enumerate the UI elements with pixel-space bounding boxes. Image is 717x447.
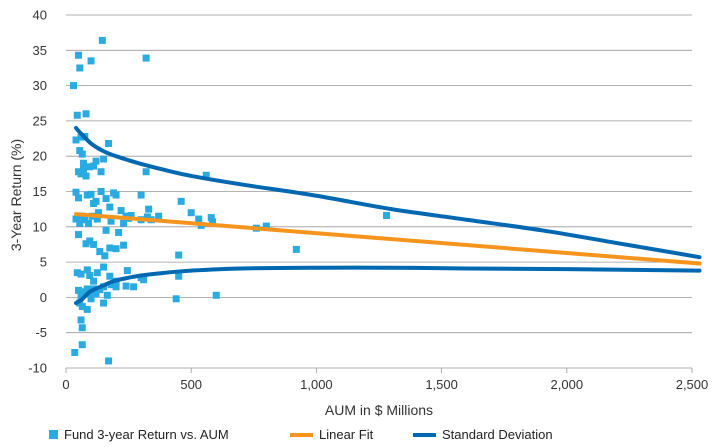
scatter-point: [120, 242, 127, 249]
x-tick-label: 2,500: [676, 377, 709, 392]
scatter-point: [105, 140, 112, 147]
x-tick-label: 500: [180, 377, 202, 392]
y-tick-label: 30: [33, 78, 47, 93]
legend-label-standard-deviation: Standard Deviation: [442, 427, 553, 442]
x-tick-label: 0: [62, 377, 69, 392]
legend-swatch-scatter: [49, 430, 58, 439]
scatter-point: [100, 156, 107, 163]
scatter-point: [188, 209, 195, 216]
x-tick-label: 1,000: [300, 377, 333, 392]
scatter-point: [79, 151, 86, 158]
scatter-point: [90, 163, 97, 170]
scatter-point: [90, 278, 97, 285]
scatter-point: [75, 52, 82, 59]
scatter-point: [88, 295, 95, 302]
scatter-point: [106, 244, 113, 251]
scatter-point: [175, 252, 182, 259]
linear-fit-line: [76, 214, 699, 263]
grid-lines: [66, 15, 692, 368]
scatter-point: [173, 295, 180, 302]
scatter-point: [143, 168, 150, 175]
scatter-point: [98, 188, 105, 195]
scatter-point: [90, 241, 97, 248]
y-tick-label: 15: [33, 184, 47, 199]
legend-label-scatter: Fund 3-year Return vs. AUM: [64, 427, 229, 442]
scatter-point: [75, 287, 82, 294]
x-axis-ticks: 0 500 1,000 1,500 2,000 2,500: [62, 368, 708, 392]
scatter-point: [75, 231, 82, 238]
scatter-point: [88, 191, 95, 198]
scatter-point: [78, 271, 85, 278]
scatter-point: [93, 198, 100, 205]
scatter-point: [79, 341, 86, 348]
x-tick-label: 2,000: [551, 377, 584, 392]
scatter-point: [78, 316, 85, 323]
y-tick-label: -5: [35, 325, 47, 340]
scatter-point: [83, 172, 90, 179]
scatter-point: [74, 112, 81, 119]
scatter-point: [85, 220, 92, 227]
scatter-point: [94, 269, 101, 276]
x-tick-label: 1,500: [425, 377, 458, 392]
y-tick-label: 0: [40, 290, 47, 305]
scatter-point: [79, 324, 86, 331]
y-tick-label: 40: [33, 8, 47, 23]
scatter-point: [383, 212, 390, 219]
scatter-point: [175, 273, 182, 280]
scatter-point: [73, 136, 80, 143]
scatter-point: [71, 349, 78, 356]
y-tick-label: 35: [33, 43, 47, 58]
y-tick-label: 10: [33, 219, 47, 234]
scatter-point: [115, 229, 122, 236]
y-axis-title: 3-Year Return (%): [8, 139, 24, 251]
scatter-point: [88, 57, 95, 64]
scatter-point: [106, 273, 113, 280]
scatter-point: [76, 64, 83, 71]
scatter-point: [80, 165, 87, 172]
scatter-point: [105, 357, 112, 364]
scatter-point: [145, 206, 152, 213]
y-tick-label: -10: [28, 361, 47, 376]
scatter-point: [123, 283, 130, 290]
scatter-point: [138, 192, 145, 199]
scatter-point: [106, 204, 113, 211]
scatter-point: [113, 245, 120, 252]
scatter-point: [103, 195, 110, 202]
scatter-point: [70, 82, 77, 89]
legend: Fund 3-year Return vs. AUM Linear Fit St…: [49, 427, 553, 442]
scatter-point: [84, 306, 91, 313]
scatter-point: [98, 168, 105, 175]
scatter-point: [100, 300, 107, 307]
scatter-point: [83, 110, 90, 117]
scatter-point: [130, 283, 137, 290]
scatter-point: [113, 192, 120, 199]
y-tick-label: 25: [33, 113, 47, 128]
scatter-point: [104, 292, 111, 299]
scatter-point: [99, 37, 106, 44]
scatter-point: [213, 292, 220, 299]
scatter-point: [124, 267, 131, 274]
scatter-point: [293, 246, 300, 253]
scatter-point: [195, 216, 202, 223]
legend-label-linear-fit: Linear Fit: [319, 427, 374, 442]
scatter-point: [101, 252, 108, 259]
scatter-point: [143, 55, 150, 62]
y-tick-label: 20: [33, 149, 47, 164]
scatter-point: [103, 227, 110, 234]
scatter-point: [178, 198, 185, 205]
scatter-point: [100, 264, 107, 271]
y-tick-label: 5: [40, 255, 47, 270]
scatter-point: [113, 283, 120, 290]
x-axis-title: AUM in $ Millions: [325, 402, 433, 418]
y-axis-ticks: -10 -5 0 5 10 15 20 25 30 35 40: [28, 8, 47, 376]
scatter-point: [75, 194, 82, 201]
